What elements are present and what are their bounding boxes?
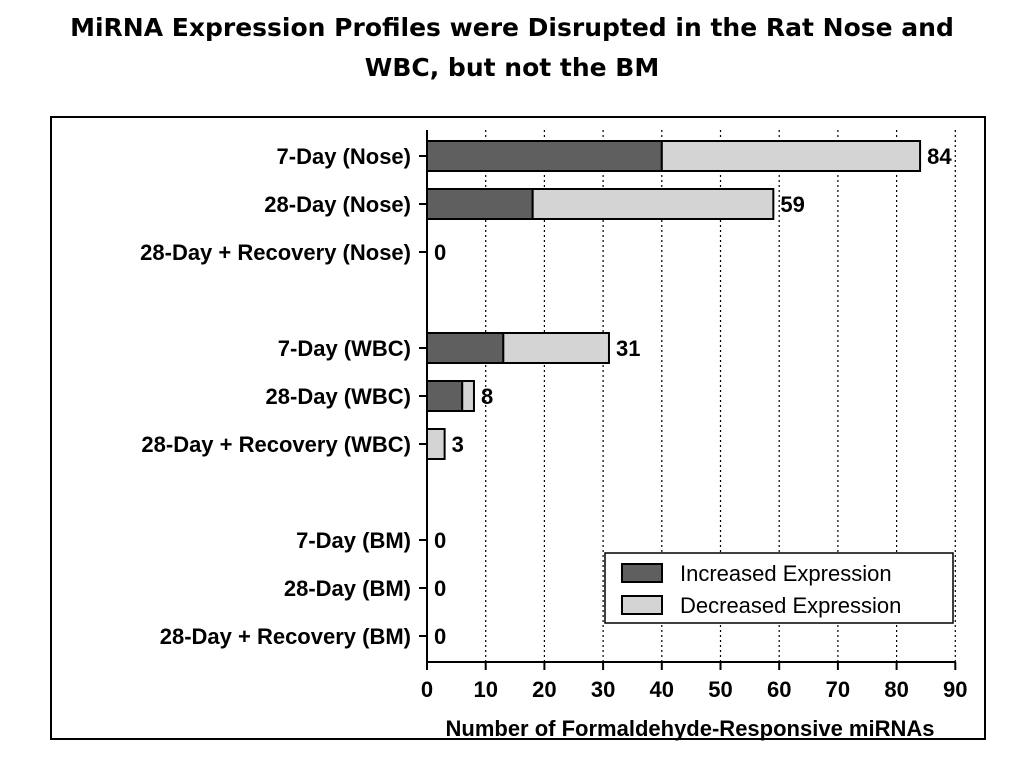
y-tick-label-28-day-nose: 28-Day (Nose) <box>264 192 411 217</box>
x-tick-label-20: 20 <box>532 677 556 702</box>
bar-28-day-nose-decreased-expression <box>531 188 775 220</box>
bar-7-day-nose-decreased-expression <box>660 140 922 172</box>
x-tick-label-40: 40 <box>650 677 674 702</box>
data-label-7-day-nose: 84 <box>927 144 952 169</box>
y-tick-label-7-day-bm: 7-Day (BM) <box>296 528 411 553</box>
legend-swatch-decreased-expression <box>621 595 663 615</box>
bar-7-day-wbc-decreased-expression <box>502 332 610 364</box>
data-label-7-day-wbc: 31 <box>616 336 640 361</box>
x-tick-label-50: 50 <box>708 677 732 702</box>
y-tick-label-28-day-recovery-nose: 28-Day + Recovery (Nose) <box>140 240 411 265</box>
y-tick-label-28-day-wbc: 28-Day (WBC) <box>266 384 411 409</box>
y-tick-label-7-day-wbc: 7-Day (WBC) <box>278 336 411 361</box>
data-label-28-day-nose: 59 <box>780 192 804 217</box>
legend-label-increased-expression: Increased Expression <box>680 561 892 586</box>
x-tick-label-0: 0 <box>421 677 433 702</box>
x-tick-label-90: 90 <box>943 677 967 702</box>
data-label-28-day-recovery-wbc: 3 <box>452 432 464 457</box>
data-label-28-day-bm: 0 <box>434 576 446 601</box>
slide-title-line-1: MiRNA Expression Profiles were Disrupted… <box>70 13 954 42</box>
y-tick-label-28-day-recovery-wbc: 28-Day + Recovery (WBC) <box>141 432 411 457</box>
data-label-28-day-recovery-bm: 0 <box>434 624 446 649</box>
bar-7-day-nose-increased-expression <box>426 140 663 172</box>
x-tick-label-60: 60 <box>767 677 791 702</box>
axes <box>419 130 957 670</box>
chart-frame <box>50 116 986 740</box>
bar-28-day-wbc-increased-expression <box>426 380 464 412</box>
data-label-7-day-bm: 0 <box>434 528 446 553</box>
slide-title: MiRNA Expression Profiles were Disrupted… <box>0 8 1024 88</box>
legend-label-decreased-expression: Decreased Expression <box>680 593 901 618</box>
bar-28-day-wbc-decreased-expression <box>461 380 475 412</box>
bars <box>426 140 922 460</box>
legend-swatch-increased-expression <box>621 563 663 583</box>
y-tick-label-7-day-nose: 7-Day (Nose) <box>277 144 411 169</box>
data-label-28-day-recovery-nose: 0 <box>434 240 446 265</box>
x-tick-label-70: 70 <box>826 677 850 702</box>
x-axis-title: Number of Formaldehyde-Responsive miRNAs <box>446 716 935 741</box>
bar-28-day-recovery-wbc-decreased-expression <box>426 428 446 460</box>
bar-28-day-nose-increased-expression <box>426 188 534 220</box>
legend: Increased Expression Decreased Expression <box>604 552 954 624</box>
slide-title-line-2: WBC, but not the BM <box>364 53 660 82</box>
bar-7-day-wbc-increased-expression <box>426 332 505 364</box>
y-tick-label-28-day-bm: 28-Day (BM) <box>284 576 411 601</box>
y-tick-label-28-day-recovery-bm: 28-Day + Recovery (BM) <box>160 624 411 649</box>
data-label-28-day-wbc: 8 <box>481 384 493 409</box>
x-tick-label-80: 80 <box>884 677 908 702</box>
gridlines <box>485 130 956 662</box>
x-tick-label-30: 30 <box>591 677 615 702</box>
x-tick-label-10: 10 <box>473 677 497 702</box>
